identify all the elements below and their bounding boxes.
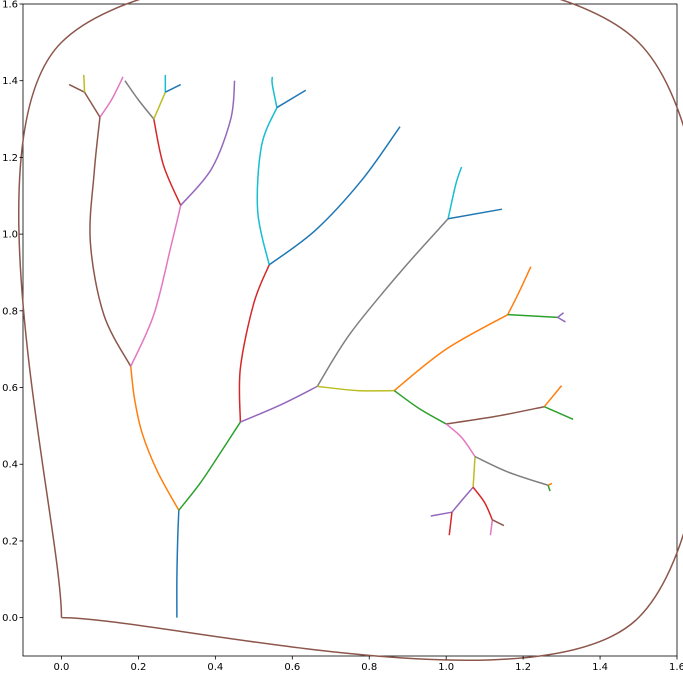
branch-line-44 xyxy=(489,519,494,536)
x-tick-label: 1.6 xyxy=(669,662,683,673)
y-tick-label: 1.2 xyxy=(2,153,18,164)
x-tick-label: 0.6 xyxy=(284,662,300,673)
x-tick-label: 1.2 xyxy=(515,662,531,673)
branch-line-24 xyxy=(447,166,463,219)
branch-line-29 xyxy=(507,313,558,319)
branch-line-33 xyxy=(543,385,563,408)
branch-line-13 xyxy=(153,91,167,120)
branch-line-28 xyxy=(507,266,532,315)
branch-line-45 xyxy=(492,519,505,527)
branch-line-17 xyxy=(240,385,318,423)
x-tick-label: 1.0 xyxy=(438,662,454,673)
branch-line-32 xyxy=(446,405,545,425)
branch-line-26 xyxy=(393,314,509,392)
branch-line-20 xyxy=(271,76,278,108)
y-tick-label: 0.4 xyxy=(2,460,18,471)
branch-line-38 xyxy=(547,482,553,487)
branch-line-4 xyxy=(89,117,132,367)
branch-line-25 xyxy=(447,208,503,220)
y-axis: 0.0 0.2 0.4 0.6 0.8 1.0 1.2 1.4 1.6 xyxy=(2,0,23,624)
branch-line-3 xyxy=(178,421,241,511)
branch-line-7 xyxy=(180,80,236,206)
branch-line-19 xyxy=(268,126,401,266)
branch-line-34 xyxy=(543,406,574,421)
branch-line-9 xyxy=(83,91,101,118)
branch-line-37 xyxy=(474,455,549,487)
y-tick-label: 0.6 xyxy=(2,383,18,394)
branch-line-8 xyxy=(99,76,124,118)
branch-line-21 xyxy=(276,89,307,109)
x-axis: 0.0 0.2 0.4 0.6 0.8 1.0 1.2 1.4 1.6 xyxy=(54,656,683,673)
branch-line-36 xyxy=(472,456,476,488)
y-tick-label: 0.8 xyxy=(2,306,18,317)
branch-line-31 xyxy=(557,316,566,323)
x-tick-label: 0.8 xyxy=(361,662,377,673)
x-tick-label: 1.4 xyxy=(592,662,608,673)
branch-line-15 xyxy=(165,83,182,93)
branch-line-41 xyxy=(472,486,494,521)
branch-line-30 xyxy=(557,312,564,318)
branch-line-1 xyxy=(176,510,180,618)
series-layer xyxy=(18,0,683,661)
branch-line-27 xyxy=(393,389,447,425)
branch-line-2 xyxy=(129,366,180,511)
branch-line-18 xyxy=(256,107,278,265)
y-tick-label: 1.4 xyxy=(2,76,18,87)
y-tick-label: 0.2 xyxy=(2,536,18,547)
branch-line-39 xyxy=(547,485,551,492)
x-tick-label: 0.4 xyxy=(207,662,223,673)
branch-line-10 xyxy=(68,83,85,93)
branch-line-42 xyxy=(430,511,453,517)
x-tick-label: 0.0 xyxy=(54,662,70,673)
y-tick-label: 0.0 xyxy=(2,613,18,624)
branch-line-43 xyxy=(448,512,453,536)
branch-line-22 xyxy=(316,218,449,387)
y-tick-label: 1.0 xyxy=(2,230,18,241)
branch-line-12 xyxy=(124,80,155,120)
branch-line-6 xyxy=(153,118,182,206)
branch-line-35 xyxy=(445,423,476,457)
branch-line-5 xyxy=(130,205,182,367)
branch-line-40 xyxy=(451,486,474,513)
boundary-square-line xyxy=(18,0,683,661)
branch-line-23 xyxy=(317,385,395,392)
axes-frame xyxy=(22,3,678,657)
branch-line-16 xyxy=(238,264,270,423)
branch-line-11 xyxy=(83,74,86,93)
x-tick-label: 0.2 xyxy=(130,662,146,673)
y-tick-label: 1.6 xyxy=(2,0,18,11)
